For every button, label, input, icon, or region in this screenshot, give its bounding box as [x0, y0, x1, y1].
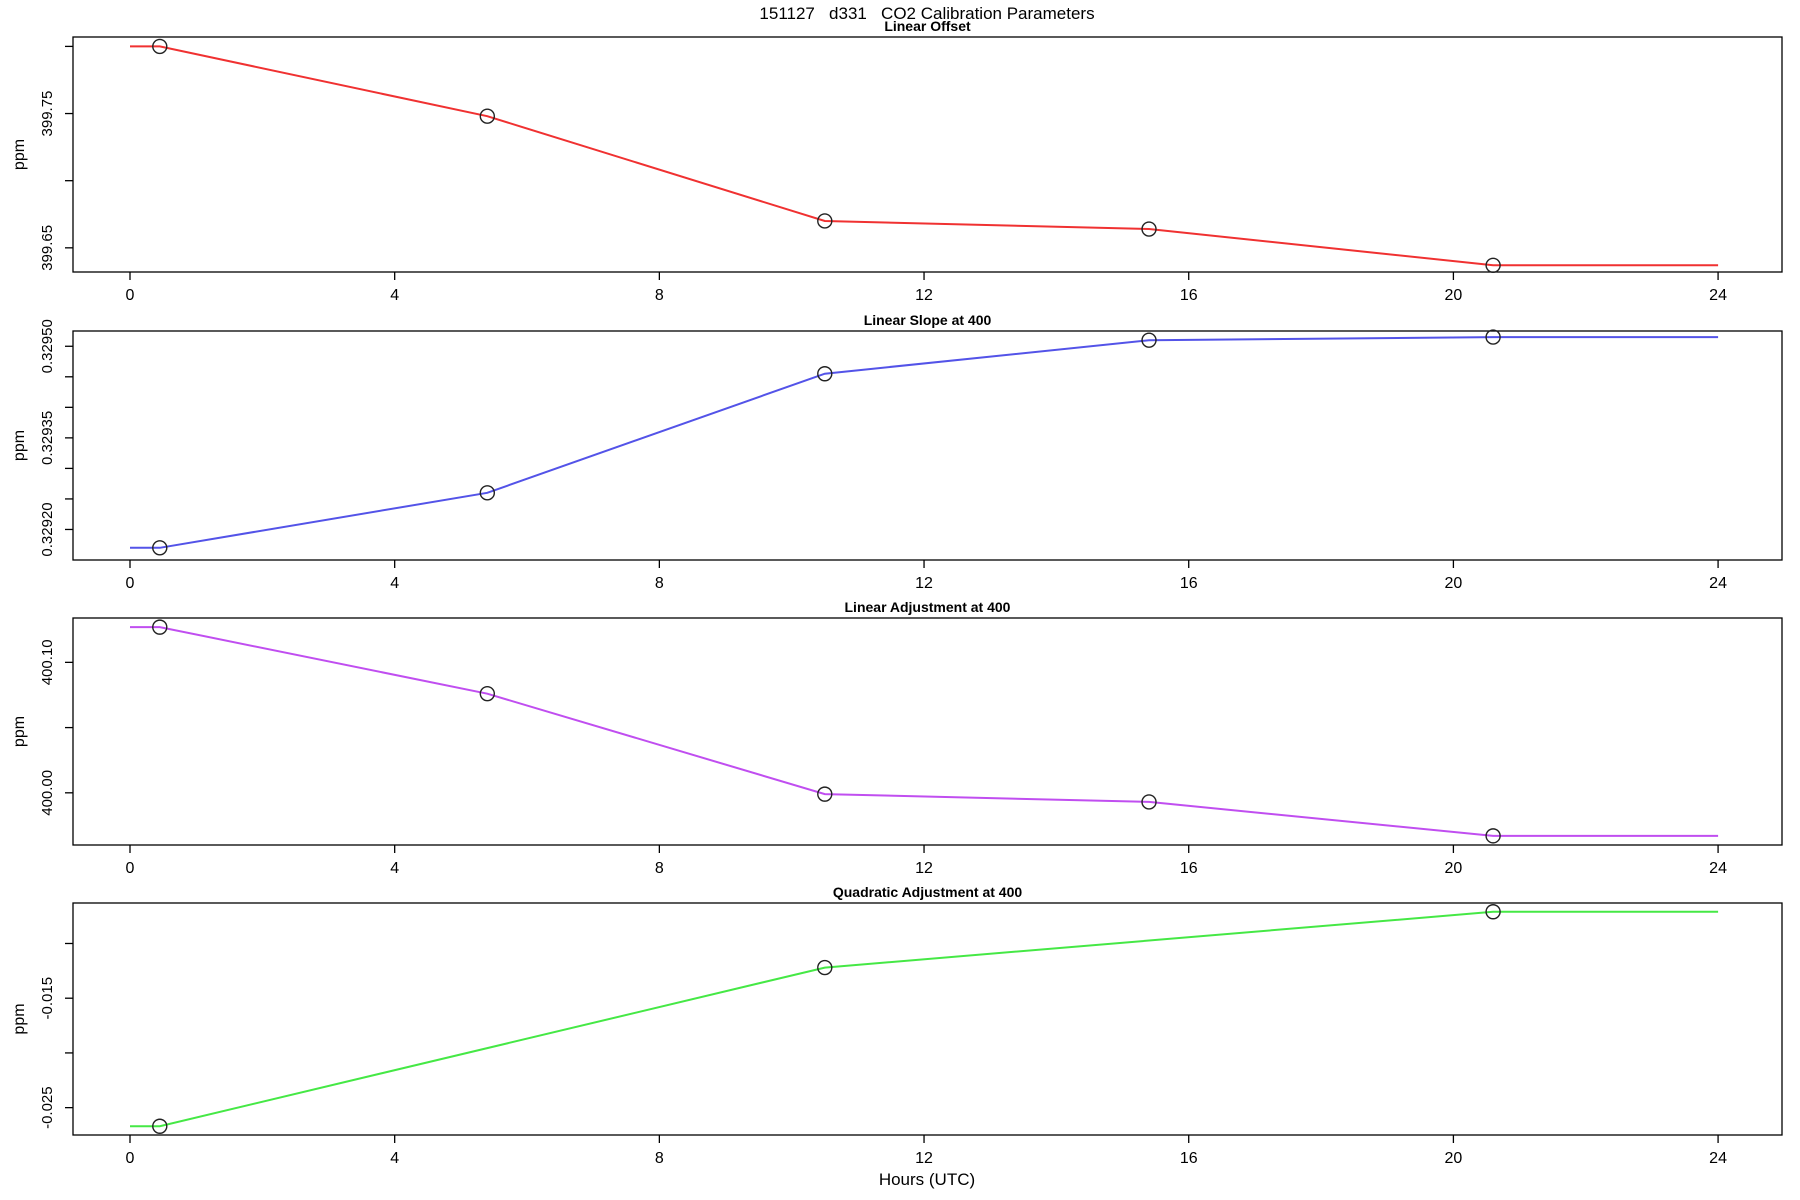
data-point-marker	[1141, 332, 1157, 348]
panel-title: Linear Slope at 400	[864, 312, 992, 328]
x-tick-label: 4	[390, 287, 399, 304]
x-tick-label: 16	[1180, 860, 1198, 877]
series-line	[130, 336, 1719, 549]
y-tick-label: 0.32935	[39, 411, 56, 465]
x-tick-label: 12	[915, 575, 933, 592]
plot-box	[72, 330, 1783, 561]
x-tick-label: 24	[1709, 1150, 1727, 1167]
x-tick-label: 4	[390, 575, 399, 592]
series-line	[130, 626, 1719, 837]
x-tick-label: 12	[915, 287, 933, 304]
x-tick-label: 8	[655, 575, 664, 592]
x-tick-label: 20	[1445, 575, 1463, 592]
data-point-marker	[1485, 257, 1501, 273]
data-point-marker	[817, 366, 833, 382]
y-axis-label: ppm	[11, 430, 28, 461]
x-tick-label: 0	[126, 287, 135, 304]
data-point-marker	[479, 485, 496, 501]
y-axis-label: ppm	[11, 139, 28, 170]
data-point-marker	[1485, 329, 1501, 345]
y-tick-label: 0.32920	[39, 502, 56, 556]
x-tick-label: 12	[915, 860, 933, 877]
data-point-marker	[1141, 794, 1157, 810]
y-tick-label: -0.015	[39, 977, 56, 1020]
x-tick-label: 8	[655, 287, 664, 304]
x-tick-label: 8	[655, 860, 664, 877]
y-tick-label: 400.10	[39, 639, 56, 685]
data-point-marker	[817, 959, 833, 976]
x-tick-label: 4	[390, 860, 399, 877]
x-tick-label: 16	[1180, 1150, 1198, 1167]
data-point-marker	[152, 619, 168, 635]
panel-title: Quadratic Adjustment at 400	[833, 884, 1023, 900]
y-tick-label: 399.65	[39, 225, 56, 271]
x-tick-label: 0	[126, 860, 135, 877]
x-tick-label: 20	[1445, 860, 1463, 877]
x-tick-label: 24	[1709, 860, 1727, 877]
y-tick-label: 400.00	[39, 770, 56, 816]
data-point-marker	[152, 540, 168, 556]
x-tick-label: 24	[1709, 575, 1727, 592]
panel-title: Linear Adjustment at 400	[845, 599, 1011, 615]
data-point-marker	[1485, 828, 1501, 844]
panel-title: Linear Offset	[884, 18, 971, 34]
data-point-marker	[817, 786, 833, 802]
x-tick-label: 20	[1445, 287, 1463, 304]
x-tick-label: 8	[655, 1150, 664, 1167]
data-point-marker	[152, 1118, 168, 1134]
y-tick-label: 399.75	[39, 91, 56, 137]
y-axis-label: ppm	[11, 1003, 28, 1034]
data-point-marker	[479, 108, 496, 124]
data-point-marker	[1485, 904, 1501, 920]
data-point-marker	[1141, 221, 1157, 237]
y-axis-label: ppm	[11, 716, 28, 747]
y-tick-label: 0.32950	[39, 319, 56, 373]
x-tick-label: 20	[1445, 1150, 1463, 1167]
data-point-marker	[479, 685, 496, 702]
plot-box	[72, 902, 1783, 1136]
x-tick-label: 0	[126, 1150, 135, 1167]
data-point-marker	[817, 213, 833, 229]
plot-box	[72, 617, 1783, 846]
series-line	[130, 45, 1719, 267]
main-title: 151127 d331 CO2 Calibration Parameters	[759, 4, 1095, 23]
data-point-marker	[152, 38, 168, 55]
x-tick-label: 0	[126, 575, 135, 592]
y-tick-label: -0.025	[39, 1086, 56, 1129]
x-tick-label: 4	[390, 1150, 399, 1167]
x-axis-title: Hours (UTC)	[878, 1170, 976, 1189]
x-tick-label: 16	[1180, 287, 1198, 304]
x-tick-label: 16	[1180, 575, 1198, 592]
series-line	[130, 910, 1719, 1128]
x-tick-label: 24	[1709, 287, 1727, 304]
x-tick-label: 12	[915, 1150, 933, 1167]
plot-box	[72, 36, 1783, 273]
